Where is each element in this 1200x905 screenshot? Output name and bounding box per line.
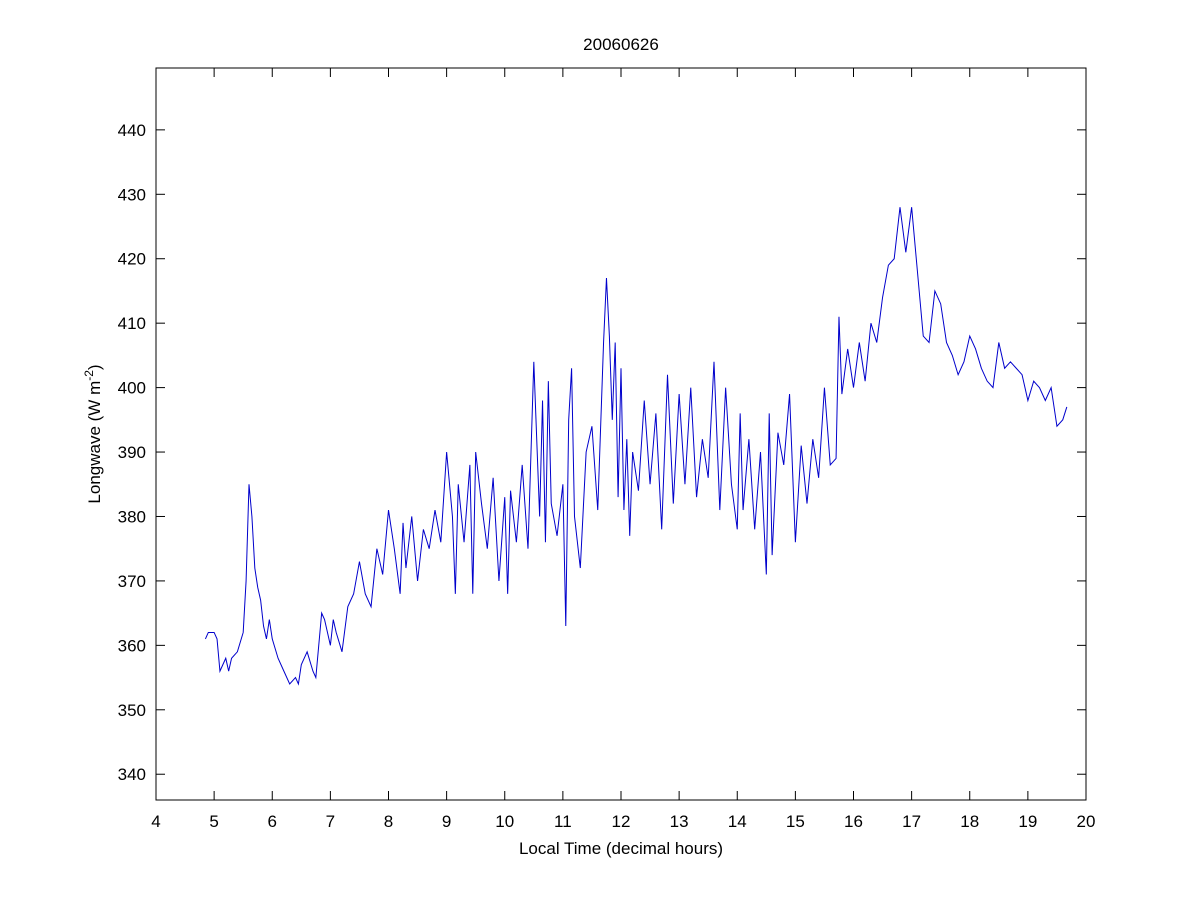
- y-tick-label: 420: [118, 250, 146, 269]
- y-tick-label: 360: [118, 636, 146, 655]
- x-tick-label: 18: [960, 812, 979, 831]
- x-tick-label: 17: [902, 812, 921, 831]
- x-tick-label: 11: [554, 812, 572, 831]
- y-axis-label-main: Longwave (W m: [85, 381, 104, 504]
- y-tick-label: 390: [118, 443, 146, 462]
- y-tick-label: 400: [118, 379, 146, 398]
- y-tick-label: 370: [118, 572, 146, 591]
- y-tick-label: 350: [118, 701, 146, 720]
- y-axis-label: Longwave (W m-2): [82, 364, 104, 503]
- x-tick-label: 15: [786, 812, 805, 831]
- x-tick-label: 12: [612, 812, 631, 831]
- y-tick-label: 410: [118, 314, 146, 333]
- x-tick-label: 16: [844, 812, 863, 831]
- x-tick-label: 9: [442, 812, 451, 831]
- x-tick-label: 7: [326, 812, 335, 831]
- x-tick-label: 19: [1018, 812, 1037, 831]
- x-tick-label: 8: [384, 812, 393, 831]
- x-tick-label: 13: [670, 812, 689, 831]
- x-tick-label: 4: [151, 812, 160, 831]
- y-tick-label: 340: [118, 765, 146, 784]
- x-tick-label: 14: [728, 812, 747, 831]
- x-axis-label: Local Time (decimal hours): [519, 839, 723, 858]
- y-tick-label: 440: [118, 121, 146, 140]
- x-tick-label: 6: [268, 812, 277, 831]
- y-axis-label-sup: -2: [82, 370, 96, 381]
- x-tick-label: 10: [495, 812, 514, 831]
- y-tick-label: 430: [118, 185, 146, 204]
- y-axis-label-end: ): [85, 364, 104, 370]
- x-tick-label: 5: [209, 812, 218, 831]
- y-tick-label: 380: [118, 507, 146, 526]
- data-line: [204, 207, 1068, 686]
- chart-title: 20060626: [583, 35, 659, 54]
- x-tick-label: 20: [1077, 812, 1096, 831]
